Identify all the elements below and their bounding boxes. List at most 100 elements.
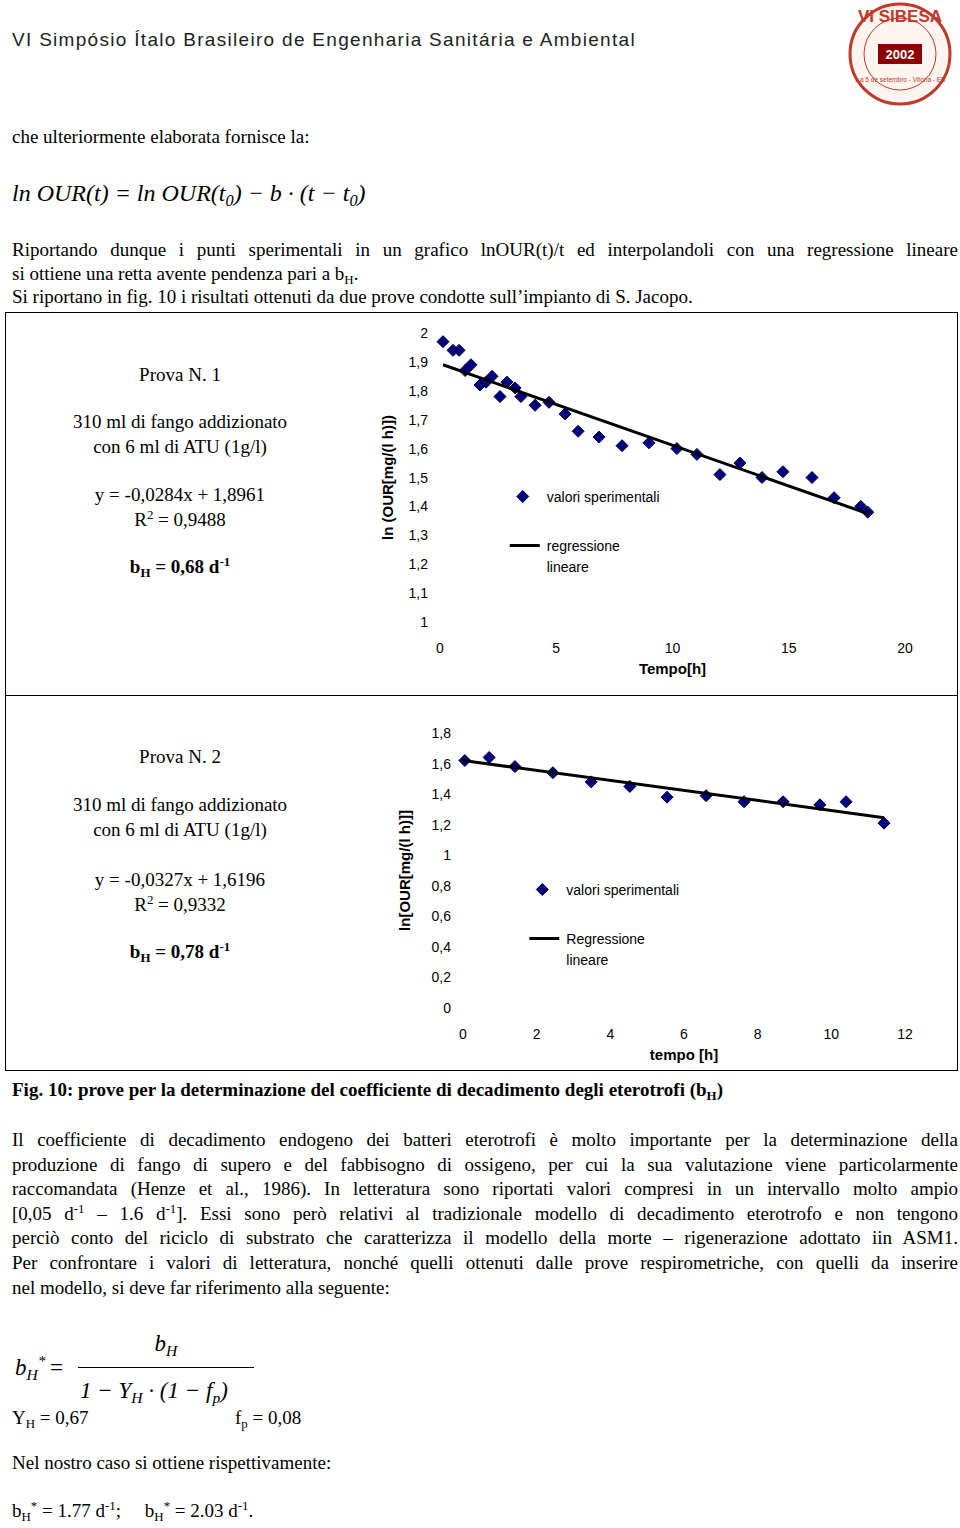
figure-caption: Fig. 10: prove per la determinazione del…	[12, 1078, 723, 1102]
x-tick-label: 15	[781, 640, 797, 656]
text-run: = 1.77 d	[37, 1500, 105, 1521]
legend-marker	[536, 884, 548, 896]
legend-label: regressione lineare	[547, 538, 620, 575]
formula-lhs: bH*	[15, 1356, 46, 1380]
legend-line	[529, 937, 559, 940]
text-sub: H	[166, 1342, 177, 1359]
plot-data	[459, 751, 890, 829]
intro-line: che ulteriormente elaborata fornisce la:	[12, 125, 310, 149]
data-point	[465, 359, 477, 371]
text-run: = 0,08	[248, 1407, 301, 1428]
text-run: ; b	[116, 1500, 155, 1521]
text-sup: 2	[147, 507, 153, 522]
text-run: Fig. 10: prove per la determinazione del…	[12, 1079, 707, 1100]
panel-annotation: con 6 ml di ATU (1g/l)	[30, 818, 330, 842]
panel-annotation: 310 ml di fango addizionato	[30, 793, 330, 817]
text-sub: H	[22, 1509, 31, 1524]
equation: ln OUR(t) = ln OUR(t0) − b · (t − t0)	[12, 178, 366, 208]
chart: 11,11,21,31,41,51,61,71,81,9205101520Tem…	[379, 325, 913, 677]
legend-label-line: lineare	[566, 952, 608, 968]
y-axis-label: ln[OUR[mg/(l h)]]	[396, 810, 413, 931]
text-run: y = -0,0327x + 1,6196	[95, 869, 265, 890]
text-run: [0,05 d	[12, 1203, 74, 1224]
y-tick-label: 1	[420, 614, 428, 630]
logo-name: VI SIBESA	[858, 7, 942, 26]
panel-annotation: R2 = 0,9332	[30, 893, 330, 917]
data-point	[529, 399, 541, 411]
data-point	[777, 466, 789, 478]
text-sup: -1	[219, 939, 230, 954]
text-sub: p	[212, 1389, 220, 1406]
logo-badge	[878, 44, 922, 64]
legend-box	[510, 478, 675, 578]
text-run: )	[717, 1079, 723, 1100]
legend-label: Regressionelineare	[566, 931, 645, 968]
text-sup: -1	[105, 1498, 116, 1513]
text-run: b	[12, 1500, 22, 1521]
text-run: Il coefficiente di decadimento endogeno …	[12, 1129, 958, 1150]
text-run: produzione di fango di supero e del fabb…	[12, 1154, 958, 1175]
text-run: ]. Essi sono però relativi al tradiziona…	[176, 1203, 958, 1224]
text-sup: -1	[165, 1201, 176, 1216]
data-point	[661, 791, 673, 803]
panel-title: Prova N. 1	[30, 363, 330, 387]
legend-label-line: lineare	[547, 559, 589, 575]
regression-line	[463, 761, 884, 818]
text-run: VI Simpósio Ítalo Brasileiro de Engenhar…	[12, 29, 636, 50]
text-sub: H	[154, 1509, 163, 1524]
text-run: Y	[12, 1407, 26, 1428]
paragraph-line: raccomandata (Henze et al., 1986). In le…	[12, 1177, 958, 1201]
text-run: – 1.6 d	[85, 1203, 166, 1224]
text-run: b	[130, 556, 141, 577]
legend-label: valori sperimentali	[547, 489, 660, 505]
constant: fp = 0,08	[235, 1406, 301, 1430]
text-run: con 6 ml di ATU (1g/l)	[93, 436, 267, 457]
result-intro: Nel nostro caso si ottiene rispettivamen…	[12, 1451, 331, 1475]
text-run: =	[50, 1355, 63, 1380]
text-sup: *	[31, 1498, 37, 1513]
data-point	[840, 796, 852, 808]
y-tick-label: 1,2	[409, 556, 429, 572]
x-tick-label: 10	[665, 640, 681, 656]
y-tick-label: 1,8	[432, 725, 452, 741]
panel-annotation: y = -0,0284x + 1,8961	[30, 483, 330, 507]
y-tick-label: 1,6	[432, 756, 452, 772]
x-tick-label: 12	[897, 1026, 913, 1042]
header-title: VI Simpósio Ítalo Brasileiro de Engenhar…	[12, 28, 636, 52]
y-tick-label: 1,2	[432, 817, 452, 833]
paragraph-line: si ottiene una retta avente pendenza par…	[12, 262, 958, 286]
page: VI SIBESA20021 a 5 de setembro - Vitória…	[0, 0, 960, 1528]
text-sub: H	[27, 1366, 38, 1383]
text-sub: H	[344, 271, 353, 286]
regression-line	[443, 365, 868, 514]
chart: 00,20,40,60,811,21,41,61,8024681012tempo…	[396, 725, 913, 1063]
x-tick-label: 10	[824, 1026, 840, 1042]
y-tick-label: 1,4	[432, 786, 452, 802]
y-axis-label: ln (OUR[mg/(l h)])	[379, 415, 396, 540]
text-run: che ulteriormente elaborata fornisce la:	[12, 126, 310, 147]
data-point	[714, 469, 726, 481]
y-tick-label: 1,9	[409, 354, 429, 370]
data-point	[806, 472, 818, 484]
text-sup: *	[164, 1498, 170, 1513]
x-tick-label: 0	[459, 1026, 467, 1042]
legend: valori sperimentaliRegressionelineare	[529, 871, 694, 971]
text-run: )	[220, 1378, 228, 1403]
logo-subtitle: 1 a 5 de setembro - Vitória - ES	[855, 76, 947, 83]
text-sub: H	[26, 1416, 35, 1431]
text-sub: H	[707, 1088, 717, 1103]
text-run: 310 ml di fango addizionato	[73, 794, 287, 815]
legend-box	[529, 871, 694, 971]
y-tick-label: 1	[443, 847, 451, 863]
text-run: b	[15, 1355, 27, 1380]
legend-label-line: regressione	[547, 538, 620, 554]
constant: YH = 0,67	[12, 1406, 89, 1430]
text-sub: H	[140, 950, 150, 965]
text-sup: *	[38, 1352, 46, 1369]
x-tick-label: 6	[680, 1026, 688, 1042]
text-run: = 2.03 d	[170, 1500, 238, 1521]
y-tick-label: 1,7	[409, 412, 429, 428]
x-tick-label: 8	[754, 1026, 762, 1042]
y-tick-label: 0,2	[432, 969, 452, 985]
figure-frame	[6, 313, 958, 1071]
